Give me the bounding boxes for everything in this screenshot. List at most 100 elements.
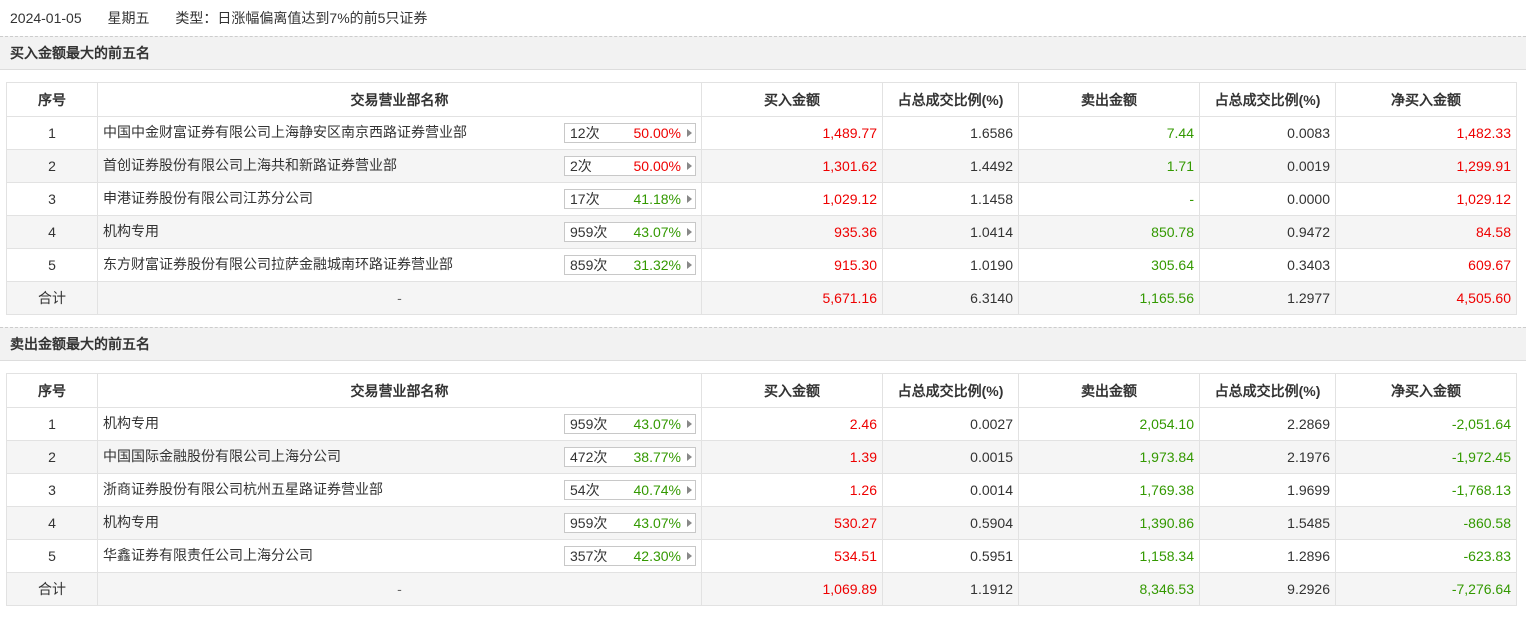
buy-amount: 1,301.62 — [701, 149, 883, 183]
buy-ratio: 1.6586 — [882, 116, 1019, 150]
buy-ratio: 0.5904 — [882, 506, 1019, 540]
col-buy-ratio: 占总成交比例(%) — [882, 82, 1019, 117]
buy-table: 序号 交易营业部名称 买入金额 占总成交比例(%) 卖出金额 占总成交比例(%)… — [6, 82, 1517, 315]
col-seq: 序号 — [6, 373, 98, 408]
total-row: 合计 -5,671.16 6.3140 1,165.56 1.2977 4,505.60 — [6, 281, 1517, 315]
sell-amount: - — [1018, 182, 1200, 216]
broker-stats-button[interactable]: 472次 38.77% — [564, 447, 696, 467]
net-amount: 84.58 — [1335, 215, 1517, 249]
row-seq: 4 — [6, 215, 98, 249]
col-buy: 买入金额 — [701, 82, 883, 117]
caret-right-icon — [687, 486, 692, 494]
broker-name-cell: 华鑫证券有限责任公司上海分公司 357次 42.30% — [97, 539, 702, 573]
col-sell-ratio: 占总成交比例(%) — [1199, 373, 1336, 408]
total-net: -7,276.64 — [1335, 572, 1517, 606]
sell-ratio: 0.3403 — [1199, 248, 1336, 282]
buy-ratio: 1.1458 — [882, 182, 1019, 216]
total-buy: 1,069.89 — [701, 572, 883, 606]
total-sell-ratio: 9.2926 — [1199, 572, 1336, 606]
total-name: - — [97, 281, 702, 315]
weekday-text: 星期五 — [107, 10, 150, 26]
broker-stats-button[interactable]: 959次 43.07% — [564, 414, 696, 434]
broker-name: 机构专用 — [103, 513, 159, 530]
broker-name-cell: 首创证券股份有限公司上海共和新路证券营业部 2次 50.00% — [97, 149, 702, 183]
broker-stats-button[interactable]: 859次 31.32% — [564, 255, 696, 275]
sell-ratio: 2.2869 — [1199, 407, 1336, 441]
buy-amount: 1.26 — [701, 473, 883, 507]
broker-count: 54次 — [570, 482, 600, 498]
broker-stats-button[interactable]: 959次 43.07% — [564, 222, 696, 242]
sell-ratio: 1.5485 — [1199, 506, 1336, 540]
broker-count: 859次 — [570, 257, 608, 273]
broker-rate: 43.07% — [633, 515, 681, 531]
table-row: 4 机构专用 959次 43.07% 530.27 0.5904 1,390.86 1.548… — [6, 506, 1517, 540]
row-seq: 4 — [6, 506, 98, 540]
total-name: - — [97, 572, 702, 606]
table-header-row: 序号 交易营业部名称 买入金额 占总成交比例(%) 卖出金额 占总成交比例(%)… — [6, 373, 1517, 408]
broker-stats-button[interactable]: 959次 43.07% — [564, 513, 696, 533]
caret-right-icon — [687, 420, 692, 428]
total-sell: 8,346.53 — [1018, 572, 1200, 606]
caret-right-icon — [687, 552, 692, 560]
col-sell: 卖出金额 — [1018, 373, 1200, 408]
sell-amount: 7.44 — [1018, 116, 1200, 150]
broker-count: 12次 — [570, 125, 600, 141]
row-seq: 1 — [6, 407, 98, 441]
broker-stats-button[interactable]: 12次 50.00% — [564, 123, 696, 143]
info-bar: 2024-01-05 星期五 类型：日涨幅偏离值达到7%的前5只证券 — [0, 0, 1526, 36]
caret-right-icon — [687, 129, 692, 137]
col-seq: 序号 — [6, 82, 98, 117]
broker-stats-button[interactable]: 357次 42.30% — [564, 546, 696, 566]
broker-name: 东方财富证券股份有限公司拉萨金融城南环路证券营业部 — [103, 255, 453, 272]
buy-ratio: 1.0414 — [882, 215, 1019, 249]
total-buy-ratio: 1.1912 — [882, 572, 1019, 606]
broker-name-cell: 中国中金财富证券有限公司上海静安区南京西路证券营业部 12次 50.00% — [97, 116, 702, 150]
broker-name-cell: 浙商证券股份有限公司杭州五星路证券营业部 54次 40.74% — [97, 473, 702, 507]
col-buy-ratio: 占总成交比例(%) — [882, 373, 1019, 408]
broker-rate: 41.18% — [633, 191, 681, 207]
broker-rate: 50.00% — [633, 158, 681, 174]
buy-amount: 915.30 — [701, 248, 883, 282]
broker-stats-button[interactable]: 54次 40.74% — [564, 480, 696, 500]
sell-amount: 1,973.84 — [1018, 440, 1200, 474]
broker-name: 浙商证券股份有限公司杭州五星路证券营业部 — [103, 480, 383, 497]
sell-amount: 305.64 — [1018, 248, 1200, 282]
broker-rate: 43.07% — [633, 224, 681, 240]
net-amount: -1,972.45 — [1335, 440, 1517, 474]
sell-ratio: 0.9472 — [1199, 215, 1336, 249]
buy-amount: 530.27 — [701, 506, 883, 540]
broker-stats-button[interactable]: 2次 50.00% — [564, 156, 696, 176]
buy-amount: 935.36 — [701, 215, 883, 249]
broker-rate: 31.32% — [633, 257, 681, 273]
row-seq: 5 — [6, 248, 98, 282]
broker-count: 17次 — [570, 191, 600, 207]
buy-section-title: 买入金额最大的前五名 — [0, 36, 1526, 70]
table-row: 2 首创证券股份有限公司上海共和新路证券营业部 2次 50.00% 1,301.62 1.… — [6, 149, 1517, 183]
sell-ratio: 1.9699 — [1199, 473, 1336, 507]
row-seq: 3 — [6, 473, 98, 507]
col-name: 交易营业部名称 — [97, 82, 702, 117]
total-label: 合计 — [6, 281, 98, 315]
sell-ratio: 0.0019 — [1199, 149, 1336, 183]
net-amount: 1,299.91 — [1335, 149, 1517, 183]
broker-rate: 50.00% — [633, 125, 681, 141]
type-text: 类型：日涨幅偏离值达到7%的前5只证券 — [175, 10, 428, 26]
col-net: 净买入金额 — [1335, 373, 1517, 408]
broker-stats-button[interactable]: 17次 41.18% — [564, 189, 696, 209]
broker-rate: 38.77% — [633, 449, 681, 465]
broker-name: 机构专用 — [103, 414, 159, 431]
table-row: 1 机构专用 959次 43.07% 2.46 0.0027 2,054.10 2.2869-… — [6, 407, 1517, 441]
table-row: 2 中国国际金融股份有限公司上海分公司 472次 38.77% 1.39 0.0015 1,… — [6, 440, 1517, 474]
total-sell: 1,165.56 — [1018, 281, 1200, 315]
net-amount: 609.67 — [1335, 248, 1517, 282]
total-sell-ratio: 1.2977 — [1199, 281, 1336, 315]
sell-ratio: 2.1976 — [1199, 440, 1336, 474]
buy-ratio: 0.5951 — [882, 539, 1019, 573]
table-row: 5 华鑫证券有限责任公司上海分公司 357次 42.30% 534.51 0.5951 1,… — [6, 539, 1517, 573]
broker-name-cell: 机构专用 959次 43.07% — [97, 215, 702, 249]
broker-name-cell: 机构专用 959次 43.07% — [97, 407, 702, 441]
broker-name-cell: 申港证券股份有限公司江苏分公司 17次 41.18% — [97, 182, 702, 216]
caret-right-icon — [687, 195, 692, 203]
sell-section-title: 卖出金额最大的前五名 — [0, 327, 1526, 361]
sell-table: 序号 交易营业部名称 买入金额 占总成交比例(%) 卖出金额 占总成交比例(%)… — [6, 373, 1517, 606]
